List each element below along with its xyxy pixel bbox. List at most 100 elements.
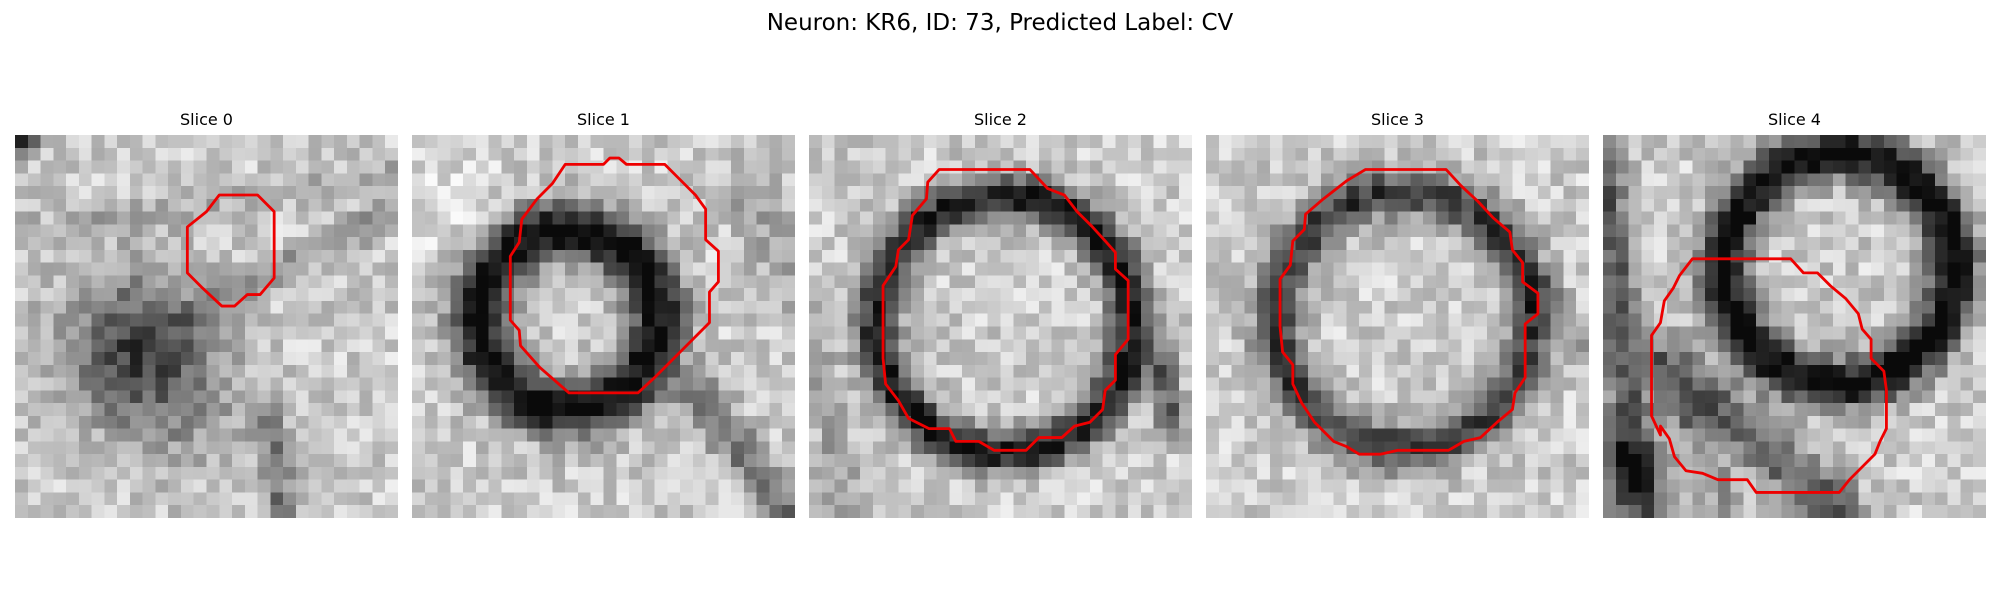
pixel	[257, 339, 271, 353]
pixel	[1486, 403, 1500, 417]
pixel	[1384, 237, 1398, 251]
pixel	[1692, 390, 1706, 404]
pixel	[872, 505, 886, 518]
pixel	[1845, 466, 1859, 480]
pixel	[1153, 186, 1167, 200]
pixel	[603, 237, 617, 251]
pixel	[1922, 428, 1936, 442]
pixel	[1257, 249, 1271, 263]
pixel	[1013, 428, 1027, 442]
pixel	[180, 275, 194, 289]
pixel	[654, 313, 668, 327]
pixel	[1883, 454, 1897, 468]
pixel	[1231, 313, 1245, 327]
pixel	[1140, 492, 1154, 506]
pixel	[1346, 505, 1360, 518]
pixel	[1576, 198, 1589, 212]
pixel	[834, 390, 848, 404]
pixel	[219, 479, 233, 493]
pixel	[1756, 249, 1770, 263]
pixel	[244, 275, 258, 289]
pixel	[66, 186, 80, 200]
pixel	[1359, 364, 1373, 378]
pixel	[142, 275, 156, 289]
pixel	[1295, 135, 1309, 149]
pixel	[1820, 300, 1834, 314]
pixel	[168, 186, 182, 200]
pixel	[1397, 198, 1411, 212]
pixel	[1166, 300, 1180, 314]
pixel	[1257, 275, 1271, 289]
pixel	[603, 160, 617, 174]
pixel	[40, 390, 54, 404]
pixel	[1550, 492, 1564, 506]
pixel	[1896, 479, 1910, 493]
pixel	[654, 339, 668, 353]
pixel	[962, 313, 976, 327]
pixel	[1563, 224, 1577, 238]
pixel	[424, 364, 438, 378]
pixel	[885, 198, 899, 212]
pixel	[1909, 492, 1923, 506]
pixel	[1384, 173, 1398, 187]
pixel	[1717, 492, 1731, 506]
pixel	[987, 135, 1001, 149]
pixel	[782, 441, 795, 455]
pixel	[1435, 237, 1449, 251]
pixel	[1282, 186, 1296, 200]
pixel	[1756, 441, 1770, 455]
pixel	[1140, 300, 1154, 314]
pixel	[1896, 147, 1910, 161]
pixel	[412, 147, 426, 161]
pixel	[385, 211, 398, 225]
pixel	[641, 441, 655, 455]
pixel	[359, 505, 373, 518]
pixel	[1140, 428, 1154, 442]
pixel	[1730, 173, 1744, 187]
pixel	[1308, 339, 1322, 353]
pixel	[1410, 147, 1424, 161]
slice-image-3	[1206, 135, 1589, 518]
pixel	[1820, 403, 1834, 417]
pixel	[501, 147, 515, 161]
pixel	[1603, 403, 1617, 417]
pixel	[1717, 224, 1731, 238]
pixel	[334, 300, 348, 314]
pixel	[1832, 415, 1846, 429]
pixel	[270, 326, 284, 340]
pixel	[463, 466, 477, 480]
pixel	[1051, 466, 1065, 480]
pixel	[1206, 147, 1220, 161]
pixel	[1499, 339, 1513, 353]
pixel	[232, 262, 246, 276]
pixel	[295, 224, 309, 238]
pixel	[974, 364, 988, 378]
pixel	[1486, 198, 1500, 212]
pixel	[1603, 288, 1617, 302]
pixel	[463, 211, 477, 225]
pixel	[475, 275, 489, 289]
pixel	[257, 364, 271, 378]
pixel	[450, 249, 464, 263]
pixel	[1435, 262, 1449, 276]
pixel	[1794, 403, 1808, 417]
pixel	[91, 505, 105, 518]
pixel	[232, 390, 246, 404]
pixel	[1435, 492, 1449, 506]
pixel	[1871, 237, 1885, 251]
pixel	[1423, 288, 1437, 302]
pixel	[232, 479, 246, 493]
pixel	[1410, 313, 1424, 327]
pixel	[1525, 237, 1539, 251]
pixel	[1628, 326, 1642, 340]
pixel	[1628, 275, 1642, 289]
pixel	[1820, 339, 1834, 353]
pixel	[1038, 275, 1052, 289]
pixel-grid-0	[15, 135, 398, 518]
pixel	[577, 160, 591, 174]
pixel	[1346, 479, 1360, 493]
pixel	[809, 364, 823, 378]
pixel	[949, 479, 963, 493]
pixel	[295, 428, 309, 442]
pixel	[1371, 237, 1385, 251]
